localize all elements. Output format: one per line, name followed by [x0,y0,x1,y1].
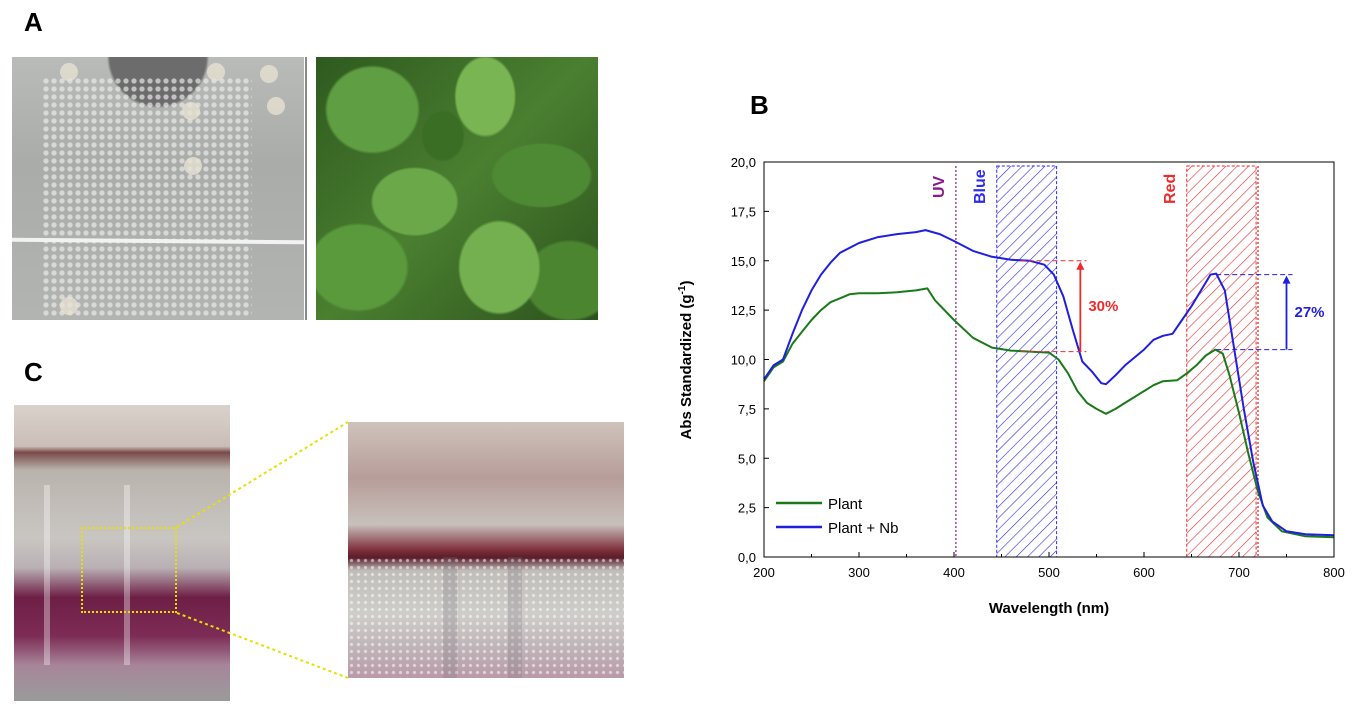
panel-label-a: A [24,7,43,37]
film-droplets-photo [12,57,304,320]
band-label-blue: Blue [972,169,989,204]
vial-photo [14,405,230,701]
panel-label-c: C [24,357,43,387]
x-axis-title: Wavelength (nm) [989,600,1109,617]
annotation-arrowhead-0 [1076,261,1085,270]
x-tick-label: 300 [848,565,870,580]
y-axis-ticks: 0,0 2,5 5,0 7,5 10,0 12,5 15,0 17,5 20,0 [731,155,769,565]
droplet [260,65,278,83]
vline-label-uv: UV [931,175,948,198]
glass-reflection [508,557,522,678]
legend-label-plant: Plant [828,496,863,513]
band-label-red: Red [1162,174,1179,204]
data-series [763,229,1335,539]
annotation-label-1: 27% [1295,304,1325,321]
vial-zoom-photo [348,422,624,678]
glass-reflection [443,557,457,678]
y-tick-label: 20,0 [731,155,756,170]
x-tick-label: 700 [1228,565,1250,580]
x-tick-label: 500 [1038,565,1060,580]
band-red [1186,165,1257,558]
particle-texture [348,557,624,678]
y-axis-title-close: ) [678,281,695,286]
legend-label-plant-nb: Plant + Nb [828,520,898,537]
y-axis-title-main: Abs Standardized (g [678,294,695,439]
droplet [60,297,78,315]
y-tick-label: 10,0 [731,353,756,368]
percent-annotations: 30% 27% [1020,260,1325,353]
x-tick-label: 800 [1323,565,1345,580]
zoom-connector-bottom [176,612,349,679]
annotation-arrowhead-1 [1282,275,1291,284]
y-tick-label: 2,5 [738,501,756,516]
series-line-1 [763,229,1335,537]
legend: Plant Plant + Nb [776,496,898,537]
y-axis-title: Abs Standardized (g-1) [677,281,695,440]
panel-label-b: B [750,90,769,120]
band-blue [996,165,1058,558]
y-tick-label: 0,0 [738,550,756,565]
droplet [207,63,225,81]
y-tick-label: 17,5 [731,204,756,219]
glass-reflection [124,485,130,665]
droplet [182,102,200,120]
x-axis-ticks: 200 300 400 500 600 700 800 [753,552,1345,580]
glass-reflection [44,485,50,665]
y-tick-label: 7,5 [738,402,756,417]
zoom-region-box [81,527,177,613]
series-line-0 [763,287,1335,539]
droplet [60,63,78,81]
zoom-connector-top [176,421,349,528]
spectral-bands: Blue Red [972,165,1257,558]
photo-divider [305,57,307,320]
y-tick-label: 5,0 [738,451,756,466]
y-tick-label: 12,5 [731,303,756,318]
annotation-label-0: 30% [1088,298,1118,315]
x-tick-label: 600 [1133,565,1155,580]
x-tick-label: 400 [943,565,965,580]
droplet [184,157,202,175]
x-tick-label: 200 [753,565,775,580]
y-axis-title-sup: -1 [677,285,688,294]
soybean-leaves-photo [316,57,598,320]
y-tick-label: 15,0 [731,254,756,269]
droplet-texture [42,77,252,317]
droplet [267,97,285,115]
